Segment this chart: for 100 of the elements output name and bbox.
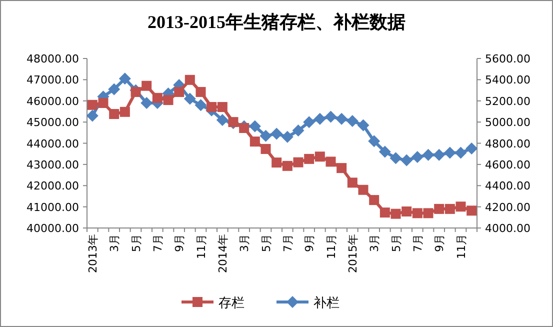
point [423, 208, 434, 218]
point [260, 130, 272, 142]
y2-tick-label: 4200.00 [485, 200, 530, 214]
point [357, 119, 370, 132]
point [336, 163, 347, 174]
point [400, 154, 413, 166]
point [434, 204, 444, 214]
point [98, 98, 108, 108]
point [152, 92, 162, 103]
chart-title: 2013-2015年生猪存栏、补栏数据 [148, 12, 406, 32]
point [304, 154, 314, 164]
y-tick-label: 41000.00 [26, 200, 79, 214]
x-tick-label: 2014年 [216, 234, 230, 273]
point [142, 80, 152, 91]
point [184, 74, 195, 85]
point [368, 135, 380, 148]
x-tick-label: 2013年 [86, 234, 100, 273]
y2-tick-label: 4800.00 [485, 137, 530, 150]
point [281, 130, 294, 143]
y-tick-label: 40000.00 [26, 222, 79, 235]
point [282, 160, 292, 171]
point [346, 115, 358, 128]
legend-label: 补栏 [314, 296, 340, 311]
y-tick-label: 43000.00 [26, 158, 79, 172]
point [358, 184, 368, 195]
point [411, 151, 424, 164]
y-tick-label: 42000.00 [26, 180, 79, 193]
x-tick-label: 11月 [194, 234, 208, 259]
y2-tick-label: 5400.00 [485, 74, 530, 87]
x-tick-label: 9月 [173, 234, 186, 252]
point [303, 116, 316, 128]
x-tick-label: 3月 [238, 234, 252, 252]
y-tick-label: 48000.00 [26, 52, 79, 66]
point [109, 109, 120, 120]
point [433, 148, 446, 161]
point [270, 128, 283, 140]
x-tick-label: 3月 [108, 234, 122, 252]
point [86, 110, 98, 122]
point [444, 204, 455, 214]
point [324, 110, 337, 123]
point [120, 106, 130, 117]
x-tick-label: 9月 [433, 234, 446, 252]
point [248, 120, 261, 132]
point [336, 112, 348, 125]
point [314, 152, 325, 162]
point [108, 83, 120, 96]
y2-tick-label: 5600.00 [485, 52, 530, 66]
legend-label: 存栏 [218, 296, 244, 311]
point [326, 156, 336, 167]
x-tick-label: 7月 [281, 234, 294, 252]
point [390, 208, 401, 219]
point [456, 202, 466, 212]
x-tick-label: 5月 [260, 234, 273, 252]
point [239, 122, 250, 133]
x-tick-label: 7月 [411, 234, 424, 252]
point [130, 86, 141, 97]
y2-tick-label: 5000.00 [485, 116, 530, 130]
y2-tick-label: 4400.00 [485, 180, 530, 193]
y2-tick-label: 4000.00 [485, 222, 530, 235]
point [118, 72, 131, 85]
point [422, 148, 434, 161]
x-tick-label: 3月 [368, 234, 382, 252]
point [87, 100, 98, 110]
point [390, 152, 402, 164]
y-tick-label: 46000.00 [26, 94, 79, 108]
x-tick-label: 11月 [454, 234, 468, 259]
point [380, 208, 390, 218]
point [216, 114, 228, 126]
point [260, 144, 271, 154]
point [454, 146, 467, 159]
point [272, 158, 282, 168]
y2-tick-label: 5200.00 [485, 94, 530, 108]
point [217, 102, 228, 112]
point [184, 92, 196, 105]
point [196, 86, 206, 97]
point [174, 86, 184, 97]
point [194, 99, 207, 112]
point [378, 146, 391, 158]
x-tick-label: 11月 [324, 234, 338, 259]
point [293, 157, 304, 168]
point [444, 146, 456, 159]
point [250, 136, 260, 147]
x-tick-label: 5月 [130, 234, 143, 252]
y-tick-label: 47000.00 [26, 74, 79, 87]
point [466, 142, 478, 155]
x-tick-label: 7月 [151, 234, 164, 252]
x-tick-label: 2015年 [346, 234, 360, 273]
x-tick-label: 9月 [303, 234, 316, 252]
point [466, 206, 477, 216]
point [163, 95, 174, 106]
point [402, 206, 412, 216]
point [369, 195, 380, 206]
y2-tick-label: 4600.00 [485, 158, 530, 172]
point [314, 112, 326, 125]
point [412, 208, 422, 218]
point [347, 178, 358, 188]
x-tick-label: 5月 [390, 234, 403, 252]
point [206, 102, 217, 112]
point [292, 124, 304, 137]
y-tick-label: 45000.00 [26, 116, 79, 130]
